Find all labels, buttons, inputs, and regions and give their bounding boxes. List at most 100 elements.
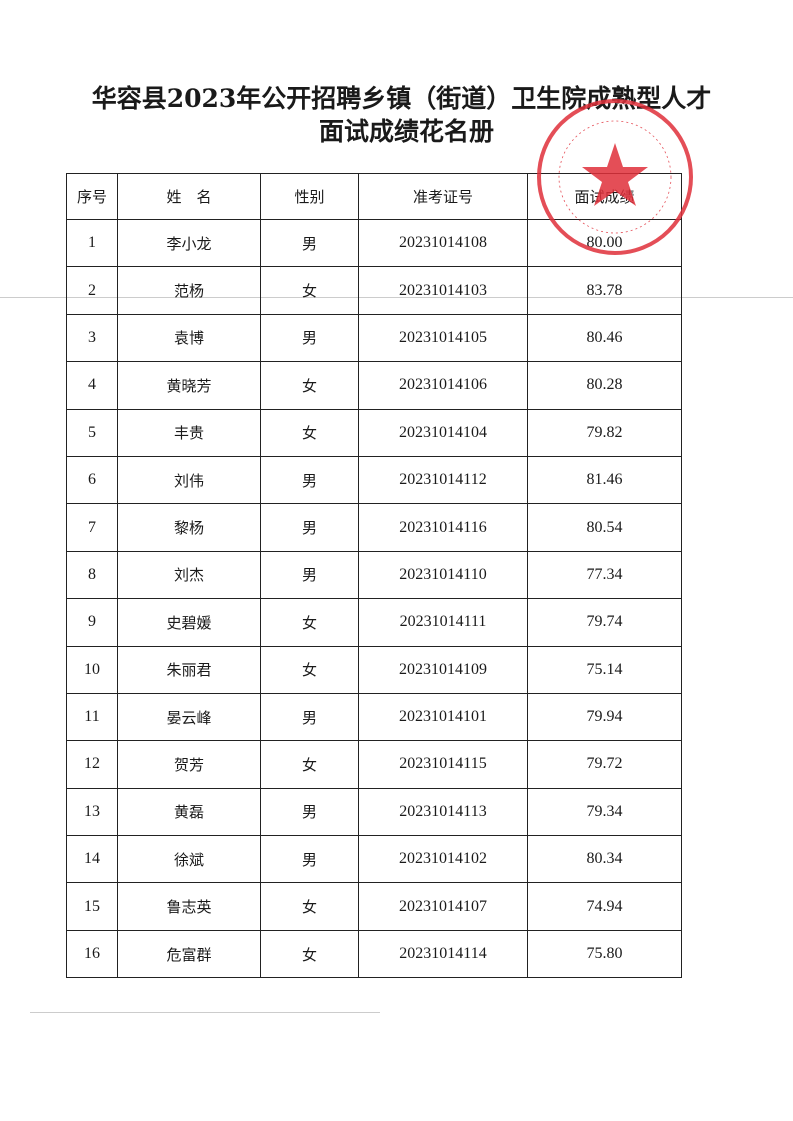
row-number: 5: [66, 408, 118, 457]
score-cell: 83.78: [527, 266, 682, 315]
gender-cell: 女: [260, 598, 359, 647]
row-number: 14: [66, 835, 118, 884]
score-cell: 80.28: [527, 361, 682, 410]
score-cell: 75.80: [527, 929, 682, 979]
table-row: 15 鲁志英女 20231014107 74.94: [66, 882, 682, 931]
score-cell: 80.00: [527, 218, 682, 268]
name-cell: 黎杨: [117, 503, 261, 552]
exam-id-cell: 20231014114: [358, 929, 528, 979]
name-cell: 范杨: [117, 266, 261, 315]
row-number: 10: [66, 645, 118, 694]
column-header: 性别: [260, 173, 359, 220]
name-cell: 史碧媛: [117, 598, 261, 647]
row-number: 7: [66, 503, 118, 552]
gender-cell: 男: [260, 313, 359, 363]
exam-id-cell: 20231014110: [358, 550, 528, 600]
score-cell: 77.34: [527, 550, 682, 600]
column-header: 序号: [66, 173, 118, 220]
row-number: 15: [66, 882, 118, 931]
table-row: 16 危富群女 20231014114 75.80: [66, 929, 682, 979]
name-cell: 刘伟: [117, 455, 261, 505]
table-row: 14 徐斌男 20231014102 80.34: [66, 835, 682, 884]
name-cell: 危富群: [117, 929, 261, 979]
name-cell: 丰贵: [117, 408, 261, 457]
exam-id-cell: 20231014108: [358, 218, 528, 268]
name-cell: 黄晓芳: [117, 361, 261, 410]
table-row: 3 袁博男 20231014105 80.46: [66, 313, 682, 363]
row-number: 11: [66, 692, 118, 742]
exam-id-cell: 20231014111: [358, 598, 528, 647]
exam-id-cell: 20231014116: [358, 503, 528, 552]
column-header: 面试成绩: [527, 173, 682, 220]
table-row: 4 黄晓芳女 20231014106 80.28: [66, 361, 682, 410]
gender-cell: 女: [260, 266, 359, 315]
exam-id-cell: 20231014104: [358, 408, 528, 457]
document-subtitle: 面试成绩花名册: [318, 117, 494, 146]
name-cell: 晏云峰: [117, 692, 261, 742]
score-cell: 80.46: [527, 313, 682, 363]
name-cell: 朱丽君: [117, 645, 261, 694]
row-number: 12: [66, 740, 118, 789]
table-row: 13 黄磊男 20231014113 79.34: [66, 787, 682, 837]
name-cell: 鲁志英: [117, 882, 261, 931]
row-number: 8: [66, 550, 118, 600]
table-row: 2 范杨女 20231014103 83.78: [66, 266, 682, 315]
exam-id-cell: 20231014115: [358, 740, 528, 789]
table-body: 1 李小龙男 20231014108 80.00 2 范杨女 20231014103 83.7…: [66, 218, 682, 979]
score-cell: 79.34: [527, 787, 682, 837]
table-row: 9 史碧媛女 20231014111 79.74: [66, 598, 682, 647]
row-number: 6: [66, 455, 118, 505]
table-header-row: 序号姓 名性别 准考证号 面试成绩: [66, 173, 682, 220]
name-cell: 袁博: [117, 313, 261, 363]
gender-cell: 女: [260, 929, 359, 979]
table-row: 11 晏云峰男 20231014101 79.94: [66, 692, 682, 742]
score-cell: 79.94: [527, 692, 682, 742]
gender-cell: 女: [260, 408, 359, 457]
gender-cell: 男: [260, 550, 359, 600]
exam-id-cell: 20231014112: [358, 455, 528, 505]
exam-id-cell: 20231014109: [358, 645, 528, 694]
score-cell: 75.14: [527, 645, 682, 694]
table-row: 6 刘伟男 20231014112 81.46: [66, 455, 682, 505]
name-cell: 李小龙: [117, 218, 261, 268]
score-cell: 80.54: [527, 503, 682, 552]
gender-cell: 男: [260, 787, 359, 837]
exam-id-cell: 20231014103: [358, 266, 528, 315]
table-row: 1 李小龙男 20231014108 80.00: [66, 218, 682, 268]
row-number: 4: [66, 361, 118, 410]
column-header: 准考证号: [358, 173, 528, 220]
table-row: 12 贺芳女 20231014115 79.72: [66, 740, 682, 789]
table-row: 8 刘杰男 20231014110 77.34: [66, 550, 682, 600]
score-cell: 79.72: [527, 740, 682, 789]
scan-artifact-line: [30, 1012, 380, 1013]
exam-id-cell: 20231014113: [358, 787, 528, 837]
exam-id-cell: 20231014105: [358, 313, 528, 363]
gender-cell: 男: [260, 218, 359, 268]
table-row: 7 黎杨男 20231014116 80.54: [66, 503, 682, 552]
exam-id-cell: 20231014107: [358, 882, 528, 931]
row-number: 13: [66, 787, 118, 837]
name-cell: 贺芳: [117, 740, 261, 789]
score-cell: 80.34: [527, 835, 682, 884]
gender-cell: 女: [260, 361, 359, 410]
gender-cell: 女: [260, 740, 359, 789]
name-cell: 刘杰: [117, 550, 261, 600]
score-cell: 81.46: [527, 455, 682, 505]
gender-cell: 女: [260, 882, 359, 931]
gender-cell: 男: [260, 692, 359, 742]
gender-cell: 男: [260, 455, 359, 505]
table-row: 10 朱丽君女 20231014109 75.14: [66, 645, 682, 694]
exam-id-cell: 20231014102: [358, 835, 528, 884]
score-cell: 79.74: [527, 598, 682, 647]
row-number: 3: [66, 313, 118, 363]
gender-cell: 男: [260, 503, 359, 552]
score-cell: 79.82: [527, 408, 682, 457]
table-row: 5 丰贵女 20231014104 79.82: [66, 408, 682, 457]
name-cell: 徐斌: [117, 835, 261, 884]
gender-cell: 女: [260, 645, 359, 694]
row-number: 9: [66, 598, 118, 647]
exam-id-cell: 20231014101: [358, 692, 528, 742]
column-header: 姓 名: [117, 173, 261, 220]
score-cell: 74.94: [527, 882, 682, 931]
score-table: 序号姓 名性别 准考证号 面试成绩 1 李小龙男 20231014108 80.00 2 范杨…: [66, 173, 682, 979]
